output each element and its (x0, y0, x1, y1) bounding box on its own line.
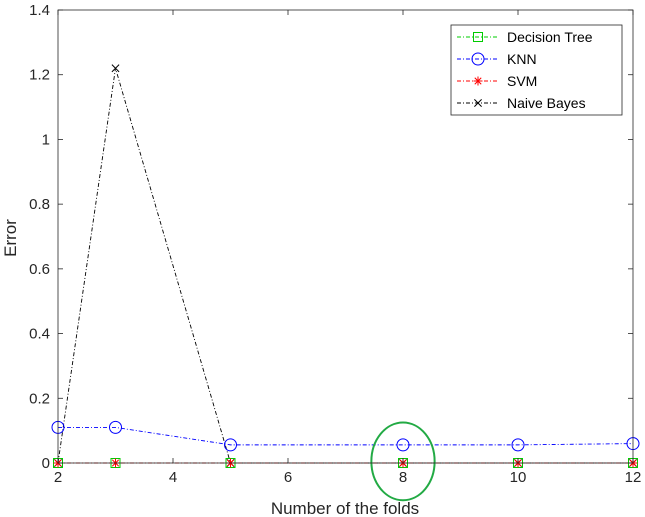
x-tick-label: 12 (625, 469, 642, 486)
asterisk-marker (473, 76, 483, 86)
legend-box (450, 24, 623, 116)
y-tick-label: 0.8 (29, 196, 50, 213)
legend-label: KNN (507, 51, 537, 67)
x-tick-label: 10 (510, 469, 527, 486)
data-point-knn (109, 420, 122, 434)
x-tick-label: 2 (54, 469, 62, 486)
data-point-knn (396, 438, 410, 452)
x-marker (111, 64, 120, 73)
legend-label: SVM (507, 73, 537, 89)
y-tick-label: 1.2 (29, 67, 50, 84)
circle-marker (511, 438, 525, 452)
y-tick-label: 1 (42, 131, 50, 148)
x-marker (474, 99, 482, 107)
circle-marker (396, 438, 410, 452)
legend-label: Naive Bayes (507, 95, 586, 111)
y-tick-label: 0 (42, 455, 50, 472)
x-tick-label: 8 (399, 469, 407, 486)
legend-entry-knn: KNN (457, 51, 537, 67)
legend-label: Decision Tree (507, 29, 593, 45)
data-point-knn (511, 438, 525, 452)
circle-marker (109, 420, 122, 434)
axes-box (57, 9, 634, 464)
legend-entry-decision-tree: Decision Tree (457, 29, 593, 45)
y-tick-label: 0.4 (29, 326, 50, 343)
x-axis-label: Number of the folds (271, 499, 419, 517)
square-marker (473, 32, 483, 42)
y-tick-label: 1.4 (29, 2, 50, 19)
circle-marker (224, 438, 237, 452)
circle-marker (471, 52, 485, 66)
data-point-naive-bayes (111, 64, 120, 73)
x-tick-label: 6 (284, 469, 292, 486)
x-tick-label: 4 (169, 469, 177, 486)
y-axis-label: Error (1, 219, 20, 257)
legend-entry-naive-bayes: Naive Bayes (457, 95, 586, 111)
series-points-knn (51, 420, 640, 452)
y-tick-label: 0.6 (29, 261, 50, 278)
series-line-knn (58, 426, 634, 446)
highlight-ellipse (370, 421, 436, 502)
y-tick-label: 0.2 (29, 390, 50, 407)
data-point-knn (224, 438, 237, 452)
axes: 2 4 6 8 10 12 0 0.2 0.4 0.6 0.8 1 1.2 1.4 (29, 2, 641, 486)
legend: Decision Tree KNN SVM Naive Bayes (450, 24, 623, 116)
legend-entry-svm: SVM (457, 73, 537, 89)
